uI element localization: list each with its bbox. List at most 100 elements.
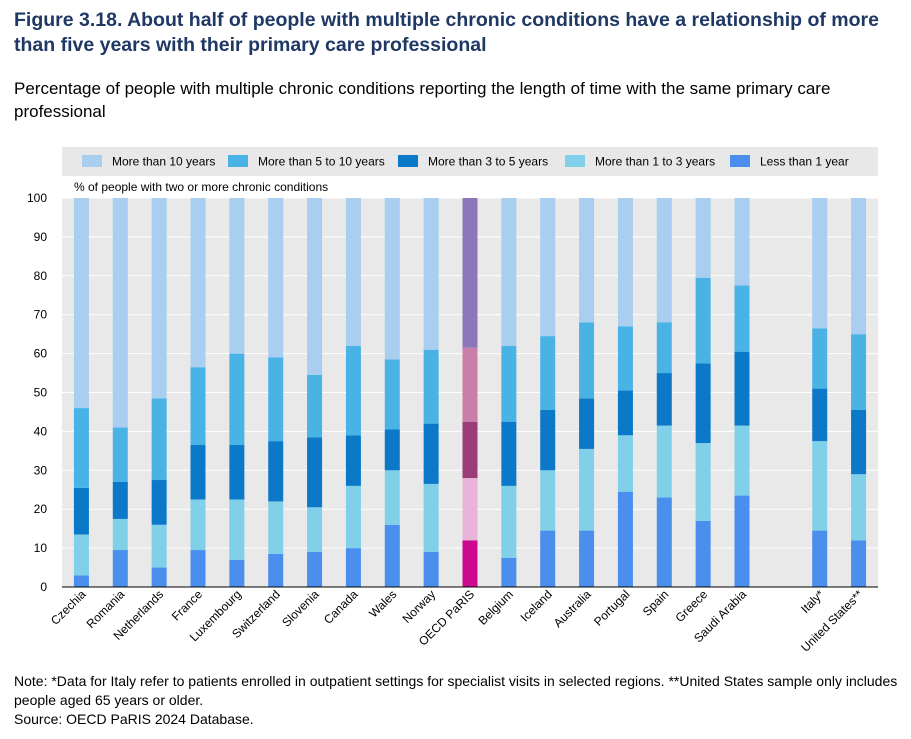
y-tick-label: 60: [34, 347, 48, 361]
bar-greece-more-than-5-to-10-years: [695, 277, 711, 364]
bar-greece-more-than-10-years: [695, 198, 711, 278]
bar-oecd-paris-less-than-1-year: [462, 540, 478, 587]
bar-italy-more-than-10-years: [812, 198, 828, 329]
bar-france-more-than-5-to-10-years: [190, 367, 206, 446]
bar-portugal-less-than-1-year: [617, 491, 633, 587]
bar-czechia-more-than-10-years: [73, 198, 89, 409]
x-tick-label: Belgium: [475, 587, 516, 628]
source-text: Source: OECD PaRIS 2024 Database.: [14, 711, 254, 727]
bar-oecd-paris-more-than-5-to-10-years: [462, 347, 478, 422]
bar-belgium-more-than-1-to-3-years: [501, 485, 517, 558]
x-tick-label: Australia: [551, 587, 594, 630]
x-tick-label: Norway: [400, 587, 439, 626]
bar-saudi-arabia-more-than-5-to-10-years: [734, 285, 750, 352]
y-tick-label: 0: [40, 580, 47, 594]
bar-oecd-paris-more-than-10-years: [462, 198, 478, 348]
legend-label: More than 1 to 3 years: [595, 155, 715, 169]
legend-swatch: [565, 155, 585, 167]
x-tick-label: Greece: [673, 587, 711, 625]
bar-france-more-than-10-years: [190, 198, 206, 368]
legend-label: Less than 1 year: [760, 155, 849, 169]
y-tick-label: 40: [34, 424, 48, 438]
bar-portugal-more-than-3-to-5-years: [617, 390, 633, 436]
bar-belgium-more-than-10-years: [501, 198, 517, 346]
bar-switzerland-more-than-1-to-3-years: [268, 501, 284, 554]
bar-wales-more-than-10-years: [384, 198, 400, 360]
bar-france-more-than-3-to-5-years: [190, 445, 206, 500]
bar-romania-more-than-1-to-3-years: [112, 518, 128, 551]
y-tick-label: 70: [34, 308, 48, 322]
bar-italy-less-than-1-year: [812, 530, 828, 587]
x-tick-label: Italy*: [798, 587, 827, 616]
bar-australia-more-than-3-to-5-years: [579, 398, 595, 449]
x-tick-label: Spain: [640, 587, 672, 619]
bar-spain-more-than-5-to-10-years: [656, 322, 672, 374]
bar-norway-less-than-1-year: [423, 551, 439, 587]
x-tick-label: Iceland: [518, 587, 555, 624]
bar-united-states-more-than-3-to-5-years: [851, 410, 867, 475]
bar-canada-less-than-1-year: [345, 548, 361, 587]
bar-switzerland-more-than-5-to-10-years: [268, 357, 284, 442]
y-tick-labels: 0 10 20 30 40 50 60 70 80 90 100: [27, 191, 47, 594]
y-tick-label: 20: [34, 502, 48, 516]
bar-norway-more-than-10-years: [423, 198, 439, 350]
bar-canada-more-than-3-to-5-years: [345, 435, 361, 486]
bar-united-states-more-than-10-years: [851, 198, 867, 335]
x-tick-label: Wales: [366, 587, 399, 620]
bar-canada-more-than-10-years: [345, 198, 361, 346]
bar-luxembourg-more-than-10-years: [229, 198, 245, 354]
bar-wales-more-than-5-to-10-years: [384, 359, 400, 430]
bar-united-states-less-than-1-year: [851, 540, 867, 587]
bar-slovenia-more-than-5-to-10-years: [307, 374, 323, 438]
bar-portugal-more-than-5-to-10-years: [617, 326, 633, 391]
bar-spain-less-than-1-year: [656, 497, 672, 587]
stacked-bar-chart: More than 10 years More than 5 to 10 year…: [27, 147, 878, 655]
bar-slovenia-more-than-10-years: [307, 198, 323, 375]
bar-norway-more-than-3-to-5-years: [423, 423, 439, 484]
bar-oecd-paris-more-than-1-to-3-years: [462, 478, 478, 541]
bar-luxembourg-less-than-1-year: [229, 559, 245, 587]
bar-luxembourg-more-than-1-to-3-years: [229, 499, 245, 560]
bar-wales-less-than-1-year: [384, 524, 400, 587]
bar-spain-more-than-3-to-5-years: [656, 373, 672, 426]
bar-iceland-more-than-3-to-5-years: [540, 410, 556, 471]
bar-oecd-paris-more-than-3-to-5-years: [462, 421, 478, 479]
bar-romania-less-than-1-year: [112, 550, 128, 587]
legend-label: More than 3 to 5 years: [428, 155, 548, 169]
bar-switzerland-more-than-10-years: [268, 198, 284, 358]
bar-portugal-more-than-10-years: [617, 198, 633, 327]
y-tick-label: 50: [34, 386, 48, 400]
bar-czechia-more-than-5-to-10-years: [73, 408, 89, 488]
bar-luxembourg-more-than-5-to-10-years: [229, 353, 245, 446]
bar-italy-more-than-3-to-5-years: [812, 388, 828, 442]
y-tick-label: 100: [27, 191, 47, 205]
figure-title: Figure 3.18. About half of people with m…: [14, 9, 879, 56]
bar-romania-more-than-10-years: [112, 198, 128, 428]
bar-australia-more-than-5-to-10-years: [579, 322, 595, 399]
bars: [73, 198, 867, 587]
legend-label: More than 5 to 10 years: [258, 155, 385, 169]
bar-united-states-more-than-1-to-3-years: [851, 474, 867, 541]
y-tick-label: 80: [34, 269, 48, 283]
bar-saudi-arabia-more-than-10-years: [734, 198, 750, 286]
figure-subtitle: Percentage of people with multiple chron…: [14, 79, 831, 121]
bar-italy-more-than-5-to-10-years: [812, 328, 828, 389]
legend-swatch: [228, 155, 248, 167]
bar-netherlands-more-than-10-years: [151, 198, 167, 399]
legend-swatch: [730, 155, 750, 167]
bar-greece-more-than-1-to-3-years: [695, 443, 711, 521]
bar-australia-more-than-10-years: [579, 198, 595, 323]
note-text: Note: *Data for Italy refer to patients …: [14, 673, 898, 708]
bar-czechia-less-than-1-year: [73, 575, 89, 587]
y-tick-label: 90: [34, 230, 48, 244]
legend: More than 10 years More than 5 to 10 year…: [82, 155, 849, 169]
x-tick-label: France: [169, 587, 206, 624]
bar-netherlands-less-than-1-year: [151, 567, 167, 587]
figure-notes: Note: *Data for Italy refer to patients …: [14, 672, 899, 729]
bar-portugal-more-than-1-to-3-years: [617, 435, 633, 492]
bar-greece-less-than-1-year: [695, 520, 711, 587]
bar-canada-more-than-1-to-3-years: [345, 485, 361, 549]
bar-slovenia-more-than-3-to-5-years: [307, 437, 323, 508]
bar-wales-more-than-1-to-3-years: [384, 470, 400, 525]
bar-saudi-arabia-less-than-1-year: [734, 495, 750, 587]
